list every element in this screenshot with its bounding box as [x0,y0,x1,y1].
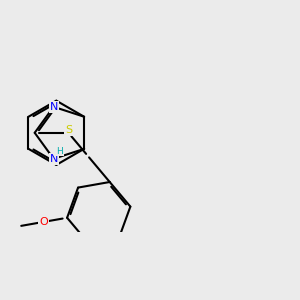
Text: N: N [50,102,58,112]
Text: N: N [50,154,58,164]
Text: H: H [56,147,63,156]
Text: O: O [39,217,48,227]
Text: S: S [65,125,72,136]
